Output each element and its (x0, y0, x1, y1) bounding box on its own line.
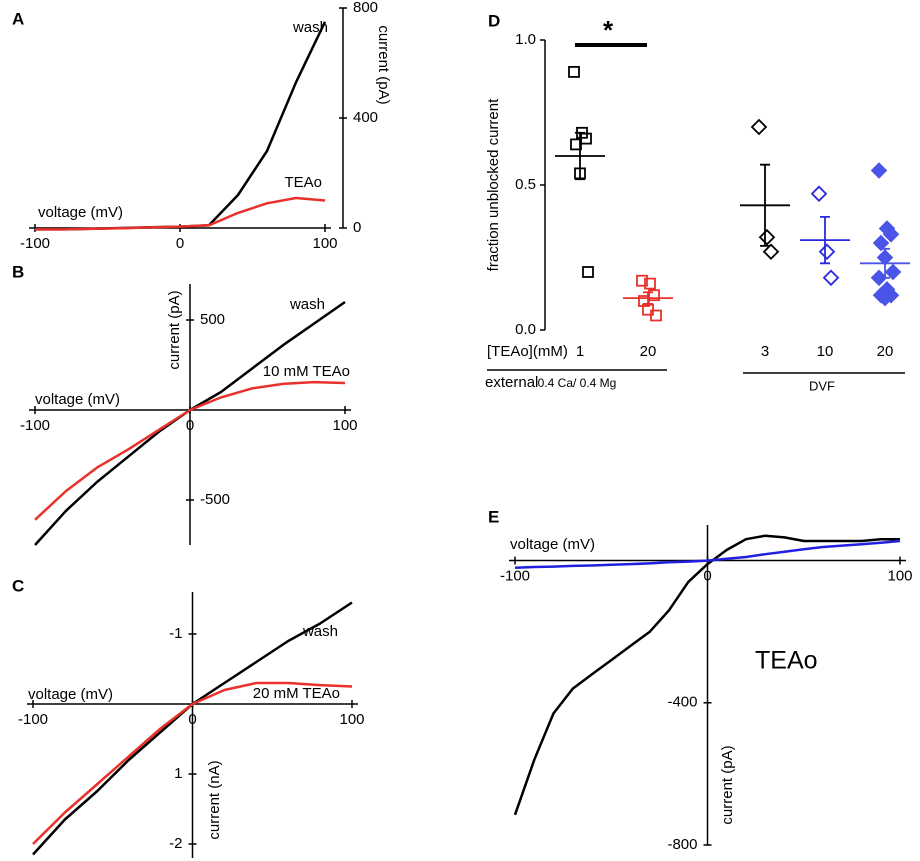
x-tick-label: 100 (312, 235, 337, 252)
x-tick-label: 0 (176, 235, 184, 252)
trace (32, 681, 353, 845)
y-tick-label: 1 (174, 765, 182, 782)
point (822, 269, 840, 287)
trace (513, 534, 900, 816)
category-label: 20 (877, 343, 894, 360)
y-tick-label: 0.5 (515, 176, 536, 193)
x-tick-label: 0 (188, 711, 196, 728)
x-axis-label: voltage (mV) (38, 204, 123, 221)
trace (34, 380, 346, 521)
point (750, 118, 768, 136)
point (650, 309, 662, 322)
point (810, 185, 828, 202)
point (870, 269, 888, 287)
error-bar (643, 291, 653, 305)
trace (35, 21, 327, 231)
panel-label: D (488, 11, 500, 30)
panel-label: A (12, 9, 24, 28)
point (638, 295, 650, 307)
y-axis-label: current (pA) (719, 745, 736, 824)
x-tick-label: 100 (332, 417, 357, 434)
x-tick-label: 100 (887, 568, 912, 585)
condition-label: DVF (809, 378, 835, 393)
y-tick-label: 1.0 (515, 31, 536, 48)
category-label: 3 (761, 343, 769, 360)
panel-label: B (12, 262, 24, 281)
point (884, 263, 902, 281)
series-label: wash (302, 623, 338, 640)
x-axis-label: voltage (mV) (510, 536, 595, 553)
error-bar (880, 247, 890, 279)
y-axis-label: current (pA) (166, 290, 183, 369)
condition-label: 0.4 Ca/ 0.4 Mg (538, 376, 617, 390)
x-axis-label: voltage (mV) (35, 391, 120, 408)
y-axis-label: current (pA) (375, 25, 392, 104)
series-label: TEAo (284, 174, 322, 191)
category-label: 1 (576, 343, 584, 360)
point (818, 243, 836, 260)
y-tick-label: -400 (667, 694, 697, 711)
x-tick-label: 100 (339, 711, 364, 728)
category-axis-label: [TEAo](mM) (487, 343, 568, 360)
x-tick-label: -100 (18, 711, 48, 728)
significance-label: * (603, 15, 614, 45)
y-tick-label: 0 (353, 219, 361, 236)
panel-label: E (488, 507, 499, 526)
point (876, 289, 894, 307)
point (882, 226, 900, 243)
y-axis-label: current (nA) (206, 760, 223, 839)
point (570, 138, 582, 151)
x-axis-label: voltage (mV) (28, 686, 113, 703)
point (758, 228, 776, 246)
trace (35, 196, 326, 231)
y-tick-label: 400 (353, 109, 378, 126)
x-tick-label: 0 (186, 417, 194, 434)
x-tick-label: -100 (20, 235, 50, 252)
trace (514, 539, 901, 569)
error-bar (760, 163, 770, 247)
y-tick-label: -500 (200, 491, 230, 508)
point (568, 66, 580, 78)
point (582, 266, 594, 278)
error-bar (820, 216, 830, 265)
series-label: wash (292, 19, 328, 36)
y-tick-label: 800 (353, 0, 378, 16)
external-label: external (485, 374, 538, 391)
point (644, 277, 656, 290)
category-label: 20 (640, 343, 657, 360)
y-axis-label: fraction unblocked current (485, 98, 502, 271)
y-tick-label: -800 (667, 836, 697, 853)
point (636, 274, 648, 287)
point (762, 243, 780, 260)
point (870, 162, 888, 179)
series-label: 10 mM TEAo (263, 363, 350, 380)
y-tick-label: -2 (169, 835, 182, 852)
series-label: wash (289, 296, 325, 313)
x-tick-label: 0 (703, 568, 711, 585)
series-label: 20 mM TEAo (253, 685, 340, 702)
y-tick-label: 500 (200, 311, 225, 328)
y-tick-label: -1 (169, 625, 182, 642)
y-tick-label: 0.0 (515, 321, 536, 338)
point (872, 234, 890, 252)
annotation: TEAo (755, 647, 818, 675)
category-label: 10 (817, 343, 834, 360)
error-bar (575, 131, 585, 181)
x-tick-label: -100 (20, 417, 50, 434)
panel-label: C (12, 576, 24, 595)
x-tick-label: -100 (500, 568, 530, 585)
